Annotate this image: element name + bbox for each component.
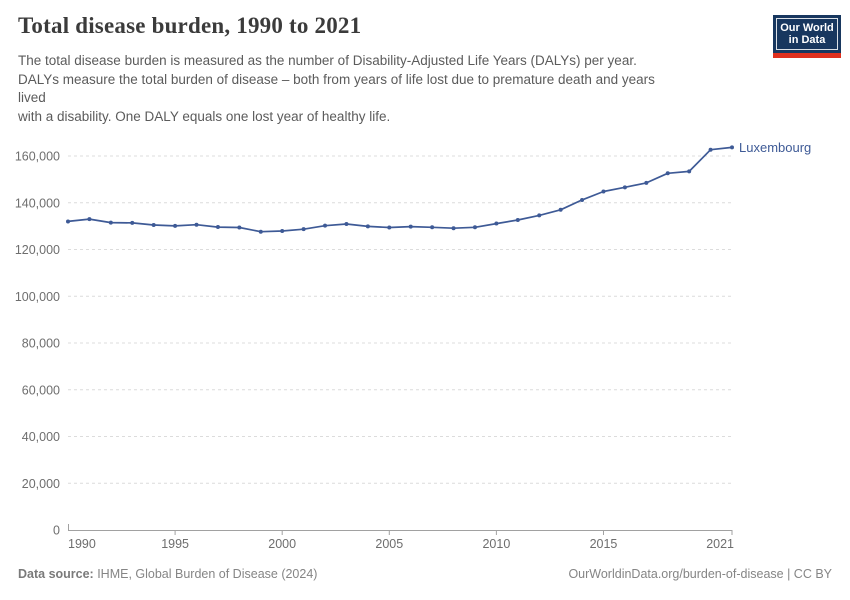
data-point[interactable] [173,223,178,228]
data-point[interactable] [301,227,306,232]
owid-logo-text-line2: in Data [788,34,826,46]
data-point[interactable] [665,171,670,176]
data-source: Data source: IHME, Global Burden of Dise… [18,567,317,581]
data-point[interactable] [494,221,499,226]
data-point[interactable] [622,185,627,190]
data-point[interactable] [130,220,135,225]
y-tick-label: 20,000 [22,477,60,491]
x-tick-label: 2021 [706,537,734,551]
data-point[interactable] [687,169,692,174]
y-tick-label: 80,000 [22,337,60,351]
data-point[interactable] [580,197,585,202]
data-point[interactable] [258,229,263,234]
data-point[interactable] [515,218,520,223]
x-tick-label: 2010 [482,537,510,551]
y-tick-label: 60,000 [22,383,60,397]
data-point[interactable] [151,222,156,227]
owid-logo-text-line1: Our World [780,22,834,34]
data-point[interactable] [237,225,242,230]
data-point[interactable] [708,147,713,152]
data-point[interactable] [323,223,328,228]
data-point[interactable] [601,189,606,194]
x-tick-label: 2005 [375,537,403,551]
data-point[interactable] [730,145,734,150]
data-point[interactable] [558,207,563,212]
x-tick-label: 1990 [68,537,96,551]
data-point[interactable] [215,225,220,230]
data-point[interactable] [87,217,92,222]
line-luxembourg[interactable] [67,146,733,233]
chart-footer: Data source: IHME, Global Burden of Dise… [18,567,832,589]
data-source-value: IHME, Global Burden of Disease (2024) [93,567,318,581]
data-point[interactable] [472,225,477,230]
series-label-luxembourg[interactable]: Luxembourg [739,140,811,155]
owid-logo[interactable]: Our World in Data [773,15,841,58]
y-tick-label: 100,000 [15,290,60,304]
data-point[interactable] [66,219,70,224]
data-point[interactable] [430,225,435,230]
data-point[interactable] [194,222,199,227]
data-point[interactable] [537,213,542,218]
owid-logo-box: Our World in Data [773,15,841,53]
data-point[interactable] [280,229,285,234]
y-tick-label: 120,000 [15,243,60,257]
credit-link[interactable]: OurWorldinData.org/burden-of-disease | C… [568,567,832,581]
y-tick-label: 140,000 [15,196,60,210]
data-point[interactable] [644,180,649,185]
data-point[interactable] [108,220,113,225]
data-point[interactable] [387,225,392,230]
data-point[interactable] [365,224,370,229]
chart-subtitle: The total disease burden is measured as … [18,53,655,124]
data-point[interactable] [451,226,456,231]
y-tick-label: 40,000 [22,430,60,444]
y-tick-label: 0 [53,524,60,538]
data-point[interactable] [408,224,413,229]
page-title: Total disease burden, 1990 to 2021 [18,13,362,38]
y-tick-label: 160,000 [15,150,60,164]
x-tick-label: 1995 [161,537,189,551]
data-point[interactable] [344,222,349,227]
owid-logo-accent-bar [773,53,841,58]
x-tick-label: 2000 [268,537,296,551]
x-tick-label: 2015 [590,537,618,551]
data-source-label: Data source: [18,567,94,581]
